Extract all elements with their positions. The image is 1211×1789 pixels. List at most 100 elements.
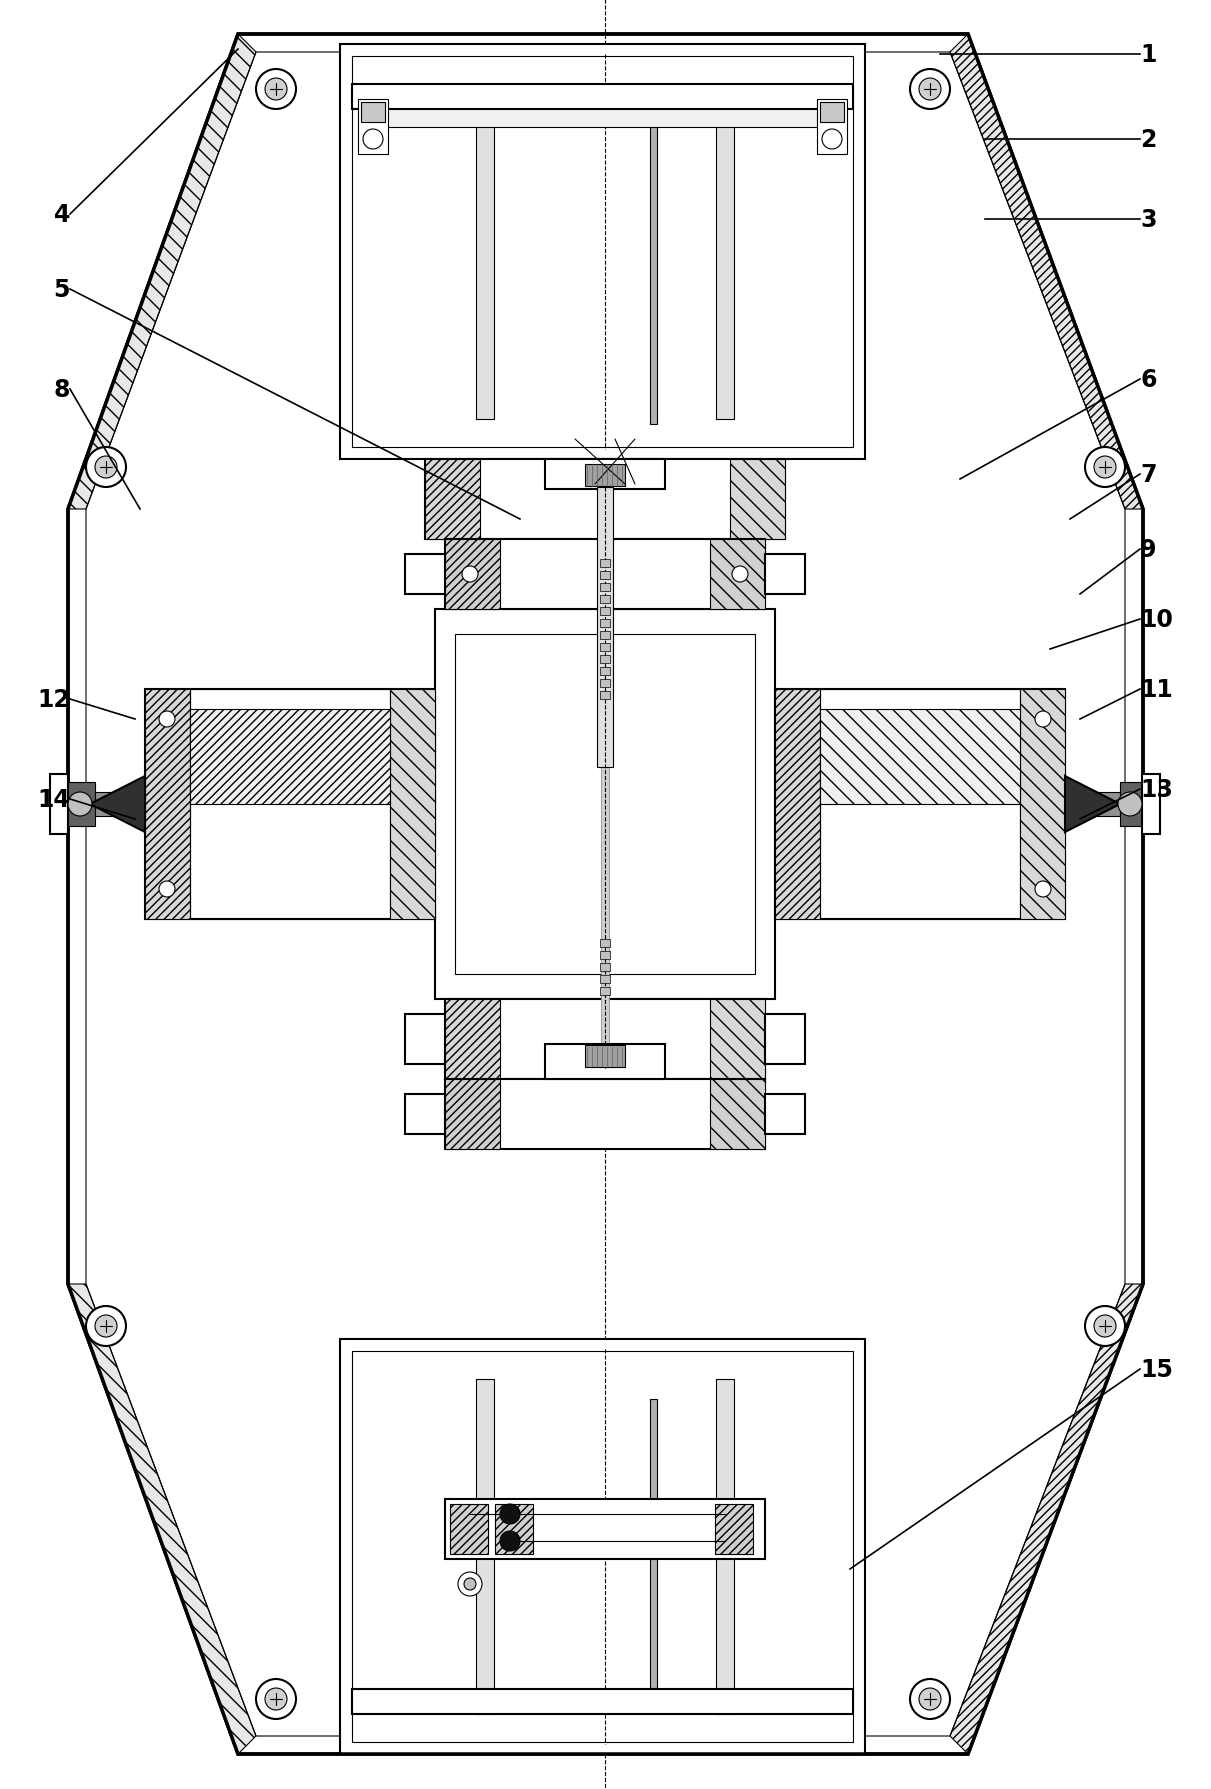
- Bar: [50, 775, 68, 834]
- Circle shape: [86, 1306, 126, 1347]
- Circle shape: [265, 79, 287, 100]
- Bar: [730, 460, 785, 540]
- Bar: [599, 572, 610, 580]
- Bar: [775, 689, 820, 920]
- Bar: [361, 104, 385, 123]
- Text: 4: 4: [53, 202, 70, 227]
- Bar: [404, 1095, 444, 1134]
- Bar: [190, 710, 390, 805]
- Bar: [352, 57, 853, 447]
- Bar: [710, 1000, 765, 1079]
- Polygon shape: [68, 36, 256, 510]
- Text: 9: 9: [1140, 538, 1157, 562]
- Bar: [190, 689, 390, 920]
- Bar: [599, 608, 610, 615]
- Bar: [599, 988, 610, 995]
- Circle shape: [463, 567, 478, 583]
- Text: 6: 6: [1140, 369, 1157, 392]
- Bar: [352, 1351, 853, 1742]
- Polygon shape: [68, 36, 1143, 1753]
- Circle shape: [363, 131, 383, 150]
- Polygon shape: [949, 1285, 1143, 1753]
- Bar: [435, 610, 775, 1000]
- Bar: [425, 460, 480, 540]
- Text: 13: 13: [1140, 778, 1173, 801]
- Circle shape: [919, 79, 941, 100]
- Circle shape: [1085, 1306, 1125, 1347]
- Circle shape: [1035, 882, 1051, 898]
- Circle shape: [464, 1578, 476, 1590]
- Bar: [599, 952, 610, 959]
- Bar: [425, 460, 785, 540]
- Bar: [599, 655, 610, 664]
- Bar: [597, 488, 613, 767]
- Bar: [599, 964, 610, 971]
- Circle shape: [1094, 1315, 1117, 1336]
- Bar: [476, 84, 494, 420]
- Bar: [444, 1079, 500, 1149]
- Circle shape: [500, 1531, 520, 1551]
- Text: 5: 5: [53, 277, 70, 302]
- Text: 12: 12: [38, 687, 70, 712]
- Bar: [444, 1000, 500, 1079]
- Bar: [444, 1000, 765, 1079]
- Polygon shape: [90, 776, 145, 832]
- Bar: [340, 1340, 865, 1753]
- Circle shape: [86, 447, 126, 488]
- Bar: [716, 1379, 734, 1714]
- Bar: [599, 560, 610, 567]
- Circle shape: [1094, 456, 1117, 479]
- Text: 14: 14: [38, 787, 70, 812]
- Circle shape: [909, 1680, 949, 1719]
- Bar: [585, 1045, 625, 1068]
- Bar: [455, 635, 754, 975]
- Text: 3: 3: [1140, 208, 1157, 233]
- Bar: [710, 540, 765, 610]
- Bar: [444, 540, 500, 610]
- Bar: [599, 644, 610, 651]
- Bar: [601, 488, 609, 1068]
- Bar: [599, 667, 610, 676]
- Bar: [145, 689, 435, 920]
- Circle shape: [919, 1689, 941, 1710]
- Text: 7: 7: [1140, 463, 1157, 487]
- Bar: [650, 106, 658, 424]
- Text: 1: 1: [1140, 43, 1157, 66]
- Bar: [1020, 689, 1064, 920]
- Bar: [765, 555, 805, 594]
- Bar: [390, 689, 435, 920]
- Bar: [360, 109, 845, 129]
- Circle shape: [94, 456, 117, 479]
- Bar: [145, 689, 190, 920]
- Bar: [599, 632, 610, 640]
- Bar: [820, 104, 844, 123]
- Circle shape: [256, 1680, 295, 1719]
- Circle shape: [500, 1505, 520, 1524]
- Bar: [714, 1505, 753, 1555]
- Circle shape: [265, 1689, 287, 1710]
- Bar: [599, 619, 610, 628]
- Bar: [1142, 775, 1160, 834]
- Bar: [765, 1014, 805, 1064]
- Bar: [352, 84, 853, 109]
- Bar: [775, 689, 1064, 920]
- Bar: [650, 1399, 658, 1700]
- Polygon shape: [949, 36, 1143, 510]
- Bar: [444, 1079, 765, 1149]
- Bar: [545, 460, 665, 490]
- Bar: [1120, 782, 1150, 827]
- Circle shape: [458, 1573, 482, 1596]
- Bar: [817, 100, 846, 156]
- Polygon shape: [68, 1285, 256, 1753]
- Bar: [716, 84, 734, 420]
- Bar: [599, 692, 610, 699]
- Circle shape: [159, 712, 176, 728]
- Bar: [820, 689, 1020, 920]
- Bar: [352, 1689, 853, 1714]
- Circle shape: [1035, 712, 1051, 728]
- Circle shape: [256, 70, 295, 109]
- Circle shape: [731, 567, 748, 583]
- Bar: [765, 1095, 805, 1134]
- Bar: [495, 1505, 533, 1555]
- Bar: [404, 555, 444, 594]
